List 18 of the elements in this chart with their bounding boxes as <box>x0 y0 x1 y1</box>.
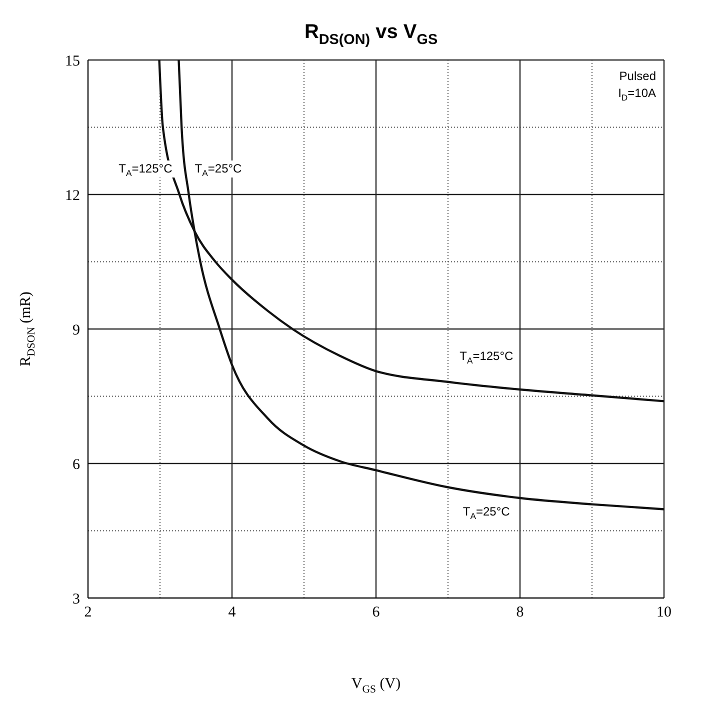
series-label: T$_{A}$=25°C <box>462 504 510 521</box>
annotation: I$_{D}$=10A <box>618 86 656 103</box>
chart-title: R$_{DS(ON)}$ vs V$_{GS}$ <box>304 21 438 48</box>
x-tick-label: 2 <box>84 604 92 621</box>
series-label: T$_{A}$=125°C <box>118 162 173 178</box>
x-tick-label: 8 <box>516 604 524 621</box>
y-tick-label: 12 <box>65 188 80 204</box>
y-tick-label: 9 <box>72 322 80 338</box>
x-tick-label: 10 <box>656 604 672 621</box>
annotation: Pulsed <box>619 69 656 83</box>
text: T$_{A}$=125°C <box>460 348 514 366</box>
x-axis-title: V$_{GS}$ (V) <box>351 676 401 696</box>
y-tick-label: 6 <box>72 456 80 473</box>
text: T$_{A}$=25°C <box>194 162 242 178</box>
x-tick-label: 6 <box>372 604 380 621</box>
y-tick-label: 3 <box>72 591 80 608</box>
x-tick-label: 4 <box>228 604 236 621</box>
y-tick-label: 15 <box>65 53 80 70</box>
